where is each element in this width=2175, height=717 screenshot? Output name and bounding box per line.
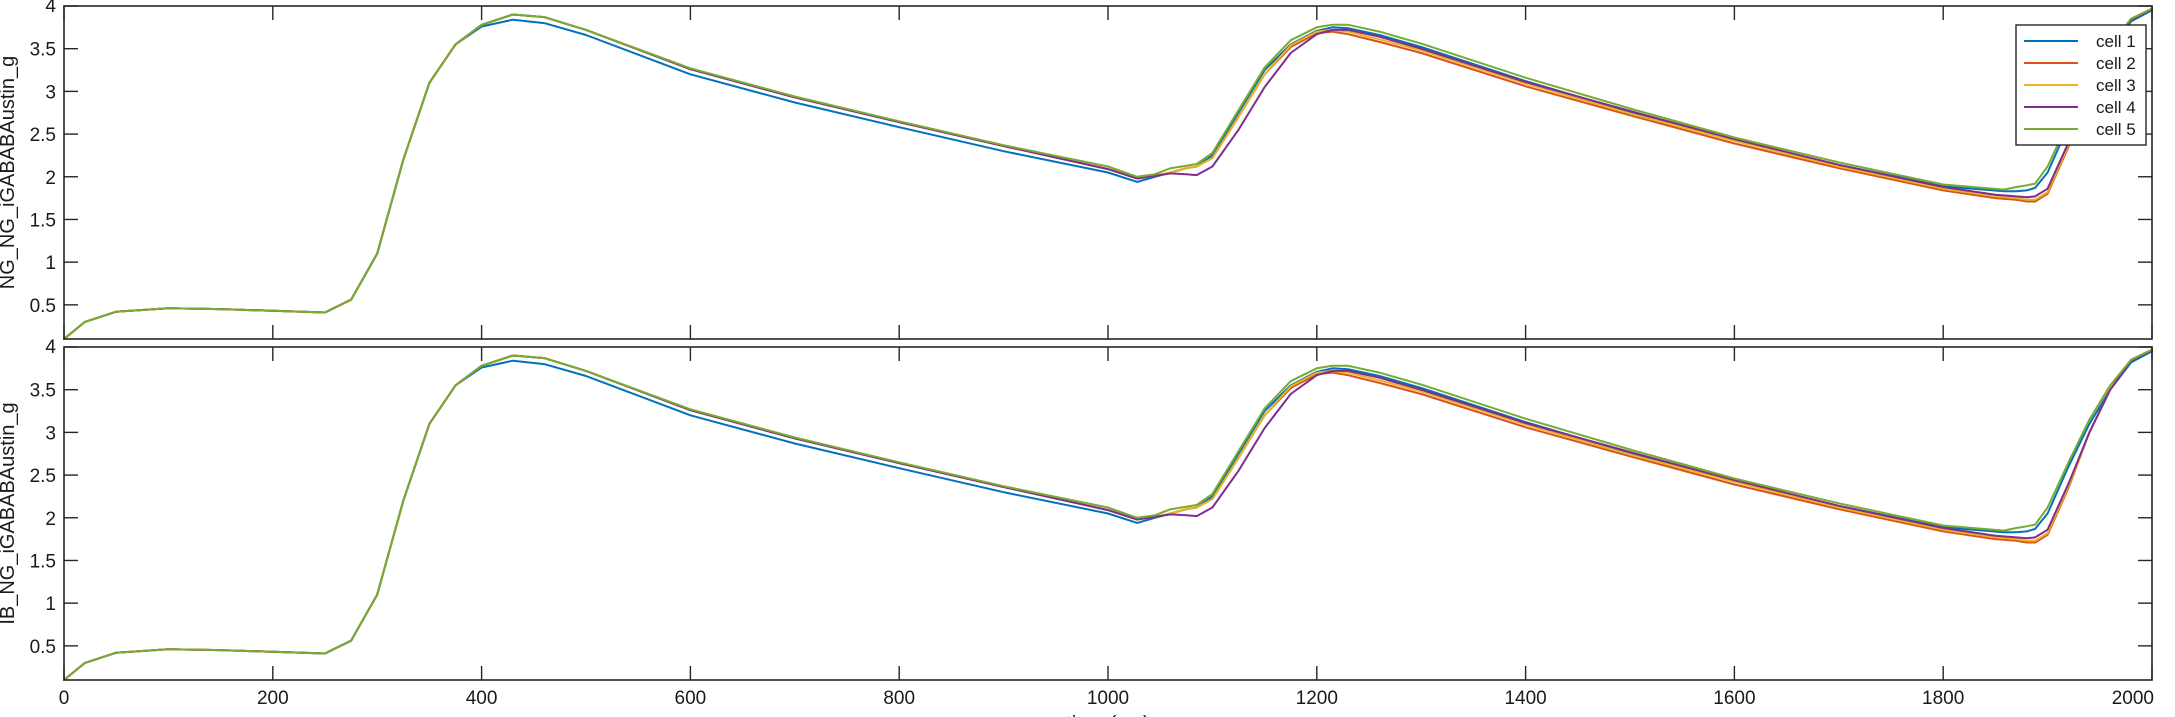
y-tick-label: 3 (45, 423, 56, 444)
series-line-cell-1 (63, 9, 2153, 340)
legend: cell 1 cell 2 cell 3 cell 4 cell 5 (2015, 24, 2147, 146)
y-tick-label: 2 (45, 509, 56, 530)
x-tick-label: 200 (257, 688, 289, 709)
x-tick-label: 1000 (1087, 688, 1129, 709)
legend-label: cell 5 (2096, 120, 2136, 139)
chart-panel-2: 0 200 400 600 800 1000 1200 1400 1600 1800 2000 0.5… (0, 337, 2154, 717)
series-line-cell-4 (63, 349, 2153, 681)
y-tick-label: 3.5 (30, 40, 56, 61)
x-tick-label: 1400 (1504, 688, 1546, 709)
y-tick-label: 1.5 (30, 551, 56, 572)
y-tick-label: 1 (45, 253, 56, 274)
y-tick-label: 2 (45, 168, 56, 189)
series-line-cell-3 (63, 7, 2153, 340)
series-line-cell-2 (63, 348, 2153, 681)
x-tick-label: 400 (466, 688, 498, 709)
y-tick-label: 3.5 (30, 381, 56, 402)
y-tick-label: 1.5 (30, 210, 56, 231)
y-tick-label: 0.5 (30, 637, 56, 658)
y-axis-label: IB_NG_iGABABAustin_g (0, 402, 19, 624)
x-tick-label: 600 (675, 688, 707, 709)
x-tick-label: 1200 (1296, 688, 1338, 709)
y-tick-label: 1 (45, 594, 56, 615)
x-tick-label: 1600 (1713, 688, 1755, 709)
series-line-cell-5 (63, 7, 2153, 340)
x-tick-label: 0 (59, 688, 70, 709)
y-tick-label: 3 (45, 82, 56, 103)
y-tick-label: 2.5 (30, 125, 56, 146)
legend-label: cell 2 (2096, 54, 2136, 73)
chart-panel-1: 0.5 1 1.5 2 2.5 3 3.5 4 NG_NG_iGABABAustin_g cell… (0, 0, 2153, 340)
series-line-cell-4 (63, 8, 2153, 340)
series-line-cell-1 (63, 350, 2153, 681)
x-tick-label: 1800 (1922, 688, 1964, 709)
legend-label: cell 4 (2096, 98, 2136, 117)
legend-label: cell 1 (2096, 32, 2136, 51)
y-tick-label: 4 (45, 337, 56, 358)
y-axis-label: NG_NG_iGABABAustin_g (0, 56, 19, 289)
series-line-cell-2 (63, 7, 2153, 340)
x-tick-label: 800 (883, 688, 915, 709)
series-line-cell-5 (63, 348, 2153, 681)
x-axis-label: time (ms) (1066, 713, 1149, 717)
legend-label: cell 3 (2096, 76, 2136, 95)
y-tick-label: 0.5 (30, 296, 56, 317)
series-line-cell-3 (63, 348, 2153, 681)
y-tick-label: 2.5 (30, 466, 56, 487)
x-tick-label: 2000 (2112, 688, 2154, 709)
y-tick-label: 4 (45, 0, 56, 17)
